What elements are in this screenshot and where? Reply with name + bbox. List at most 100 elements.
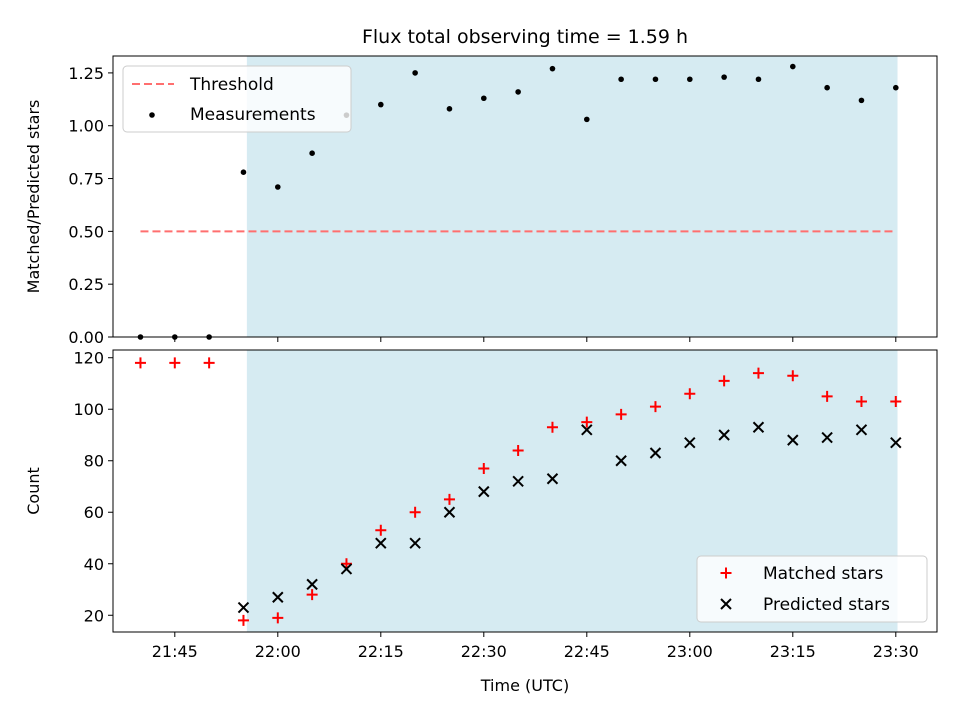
matched-star-point (546, 421, 558, 433)
predicted-star-point (272, 591, 284, 603)
matched-star-point (718, 375, 730, 387)
predicted-star-point (237, 601, 250, 614)
y-tick-label: 0.00 (68, 328, 104, 347)
matched-star-point (787, 370, 799, 382)
matched-star-point (752, 367, 764, 379)
y-tick-label: 1.00 (68, 117, 104, 136)
bottom-plot-frame (112, 349, 938, 633)
x-tick-label: 23:00 (667, 642, 713, 661)
matched-star-point (478, 462, 490, 474)
matched-star-point (272, 612, 284, 624)
y-tick-label: 60 (84, 503, 104, 522)
matched-star-point (203, 357, 215, 369)
chart-title: Flux total observing time = 1.59 h (362, 26, 688, 48)
predicted-star-point (890, 437, 902, 449)
y-tick-label: 0.75 (68, 170, 104, 189)
predicted-star-point (752, 421, 765, 433)
bottom-legend: Matched stars Predicted stars (696, 555, 928, 623)
y-tick-label: 20 (84, 606, 104, 625)
legend-box (122, 65, 352, 133)
measurements-legend-marker (149, 112, 155, 118)
matched-star-point (169, 357, 181, 369)
measurement-point (584, 116, 590, 123)
measurement-point (824, 84, 830, 91)
matched-star-point (340, 558, 352, 570)
predicted-legend-marker (720, 598, 732, 610)
y-tick-label: 40 (84, 555, 104, 574)
predicted-star-point (443, 506, 456, 518)
measurement-point (515, 89, 521, 95)
matched-star-point (890, 396, 902, 408)
measurement-point (240, 169, 247, 176)
measurement-point (652, 76, 659, 83)
matched-star-point (649, 401, 661, 413)
x-tick-label: 21:45 (152, 642, 198, 661)
predicted-star-point (409, 537, 421, 549)
predicted-star-point (478, 485, 490, 498)
y-axis-label: Matched/Predicted stars (24, 100, 43, 294)
observing-span-shade (246, 56, 898, 337)
matched-star-point (581, 416, 593, 428)
x-tick-label: 22:30 (461, 642, 507, 661)
top-panel: 0.00 0.25 0.50 0.75 1.00 1.25 Matched/Predicte… (24, 55, 938, 347)
measurement-point (790, 63, 796, 70)
matched-legend-label: Matched stars (763, 564, 883, 584)
x-axis-label: Time (UTC) (480, 676, 569, 695)
predicted-legend-label: Predicted stars (763, 595, 890, 615)
bottom-panel: 20 40 60 80 100 120 21:45 22:00 22:15 22:30 22:45 2… (24, 349, 938, 695)
top-plot-frame (112, 55, 938, 338)
predicted-star-point (512, 475, 524, 488)
predicted-star-point (581, 424, 593, 436)
matched-star-point (615, 408, 627, 420)
measurement-point (721, 74, 727, 80)
matched-star-point (375, 524, 387, 536)
x-tick-label: 22:45 (564, 642, 610, 661)
matched-star-point (409, 506, 421, 518)
measurement-point (446, 106, 453, 112)
measurements-legend-label: Measurements (190, 105, 316, 125)
measurement-point (687, 76, 693, 83)
x-tick-label: 23:15 (770, 642, 816, 661)
y-tick-label: 80 (84, 452, 104, 471)
predicted-star-point (855, 424, 868, 436)
predicted-star-point (821, 431, 833, 444)
measurement-point (412, 70, 418, 76)
x-tick-label: 22:00 (255, 642, 301, 661)
matched-star-point (443, 493, 455, 505)
matched-star-point (134, 357, 146, 369)
matched-star-point (684, 388, 696, 400)
predicted-star-point (306, 578, 318, 591)
matched-star-point (855, 396, 867, 408)
measurement-point (618, 76, 624, 83)
top-legend: Threshold Measurements (122, 65, 352, 133)
predicted-star-point (375, 537, 387, 549)
measurement-point (378, 101, 384, 108)
y-tick-label: 0.50 (68, 222, 104, 241)
y-tick-label: 100 (73, 400, 104, 419)
y-axis-label: Count (24, 467, 43, 515)
predicted-star-point (684, 437, 696, 449)
matched-star-point (821, 390, 833, 402)
x-tick-label: 23:30 (873, 642, 919, 661)
measurement-point (309, 150, 315, 156)
matched-legend-marker (720, 567, 732, 579)
predicted-star-point (340, 563, 353, 575)
matched-star-point (237, 614, 249, 626)
x-tick-label: 22:15 (358, 642, 404, 661)
matched-star-point (512, 444, 524, 456)
y-tick-label: 1.25 (68, 64, 104, 83)
predicted-star-point (546, 473, 559, 485)
predicted-star-point (615, 455, 627, 467)
matched-star-point (306, 589, 318, 601)
y-tick-label: 120 (73, 349, 104, 368)
predicted-star-point (787, 434, 799, 446)
measurement-point (275, 184, 281, 190)
measurement-point (755, 76, 762, 83)
y-tick-label: 0.25 (68, 275, 104, 294)
measurement-point (549, 65, 556, 72)
legend-box (696, 555, 928, 623)
predicted-star-point (718, 429, 730, 441)
threshold-legend-label: Threshold (189, 75, 274, 95)
measurement-point (858, 97, 865, 104)
